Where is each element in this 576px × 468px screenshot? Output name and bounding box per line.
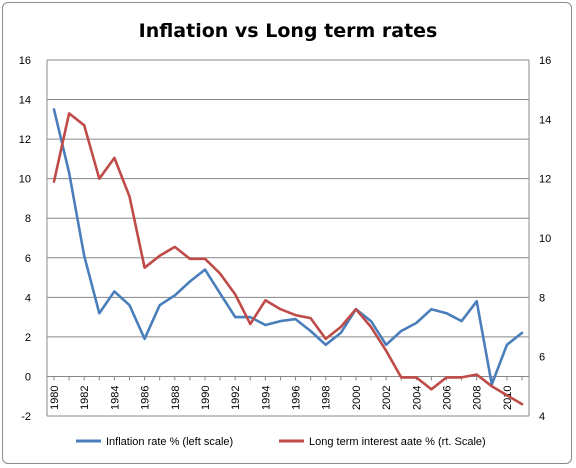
x-tick-label: 1990 <box>200 385 212 409</box>
left-tick-label: 14 <box>19 95 31 107</box>
left-tick-label: 6 <box>25 253 31 265</box>
right-axis-ticks: 4 6 8 10 12 14 16 <box>539 55 551 423</box>
left-tick-label: 0 <box>25 371 31 383</box>
x-axis-ticks: 1980 1982 1984 1986 1988 1990 1992 1994 1996 1998… <box>49 376 523 410</box>
x-tick-label: 2006 <box>442 385 454 409</box>
left-tick-label: 4 <box>25 292 31 304</box>
x-tick-label: 1998 <box>321 385 333 409</box>
x-tick-label: 2002 <box>381 385 393 409</box>
x-tick-label: 2000 <box>351 385 363 409</box>
right-tick-label: 16 <box>539 55 551 67</box>
x-tick-label: 1992 <box>230 385 242 409</box>
x-tick-label: 1996 <box>291 385 303 409</box>
left-tick-label: 12 <box>19 134 31 146</box>
series-lines <box>52 108 524 406</box>
left-tick-label: -2 <box>21 411 31 423</box>
x-tick-label: 1988 <box>170 385 182 409</box>
right-tick-label: 8 <box>539 292 545 304</box>
left-tick-label: 2 <box>25 332 31 344</box>
chart-title: Inflation vs Long term rates <box>139 20 438 42</box>
legend-label-inflation: Inflation rate % (left scale) <box>106 436 233 448</box>
right-tick-label: 6 <box>539 352 545 364</box>
right-tick-label: 10 <box>539 233 551 245</box>
legend: Inflation rate % (left scale) Long term … <box>76 436 486 448</box>
x-tick-label: 2008 <box>472 385 484 409</box>
x-tick-label: 1984 <box>109 385 121 409</box>
chart-frame <box>2 2 572 464</box>
x-tick-label: 1980 <box>49 385 61 409</box>
right-tick-label: 4 <box>539 411 545 423</box>
legend-label-interest: Long term interest aate % (rt. Scale) <box>309 436 486 448</box>
right-tick-label: 14 <box>539 114 551 126</box>
left-tick-label: 10 <box>19 174 31 186</box>
x-tick-label: 1994 <box>260 385 272 409</box>
x-tick-label: 1986 <box>140 385 152 409</box>
series-line-0 <box>52 108 524 386</box>
x-tick-label: 2004 <box>411 385 423 409</box>
right-tick-label: 12 <box>539 174 551 186</box>
x-tick-label: 2010 <box>502 385 514 409</box>
left-tick-label: 16 <box>19 55 31 67</box>
left-tick-label: 8 <box>25 213 31 225</box>
grid-lines <box>47 59 529 417</box>
series-line-1 <box>52 112 524 406</box>
left-axis-ticks: -2 0 2 4 6 8 10 12 14 16 <box>19 55 31 423</box>
x-tick-label: 1982 <box>79 385 91 409</box>
axes <box>46 60 530 416</box>
